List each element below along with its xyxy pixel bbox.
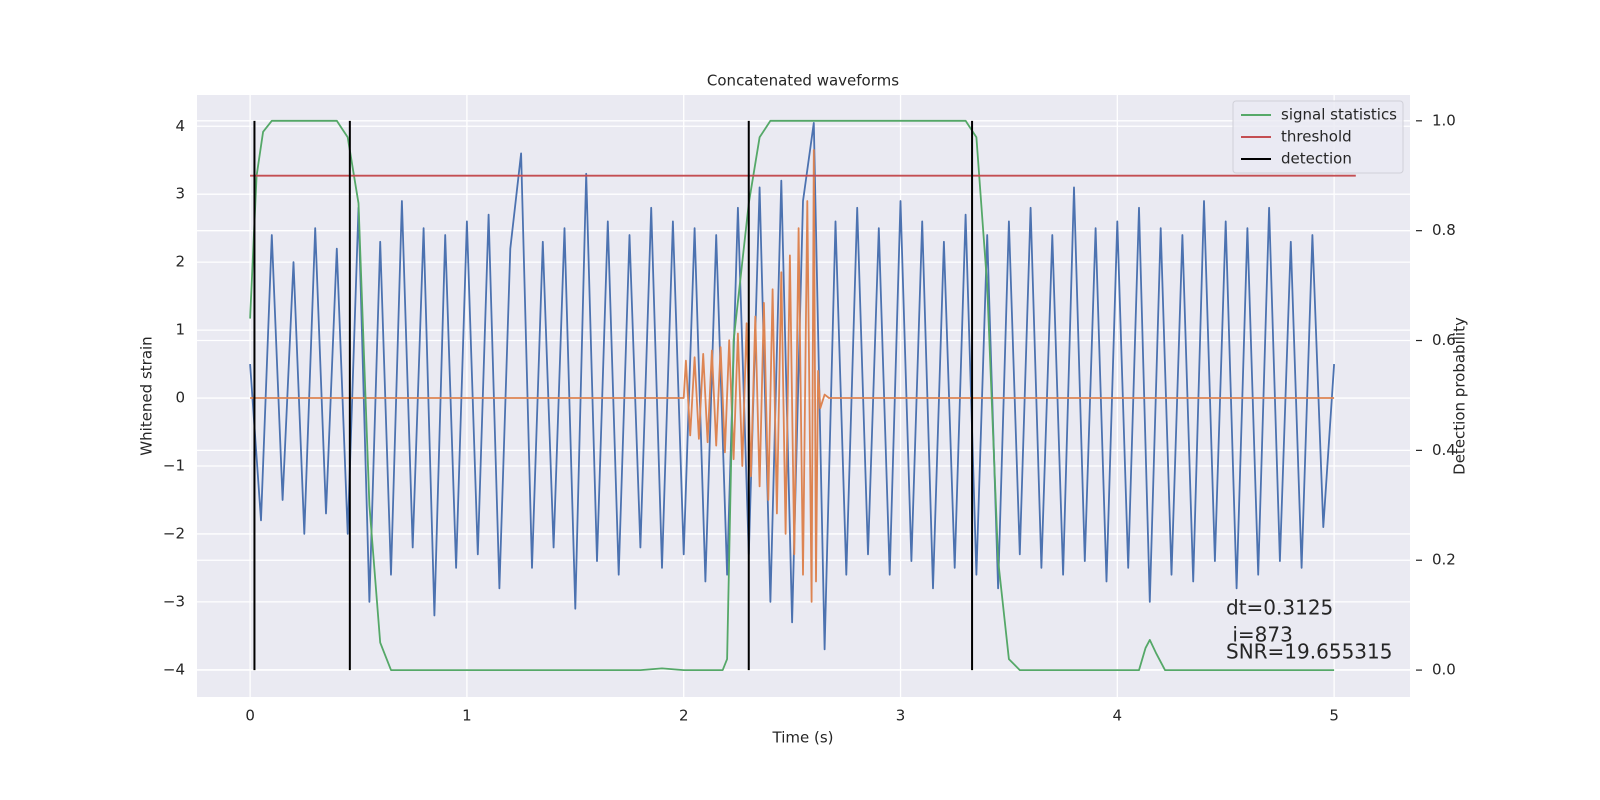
x-tick-label: 0	[245, 707, 255, 725]
y-tick-label: 3	[175, 185, 185, 203]
y-tick-label: 4	[175, 117, 185, 135]
annotation: dt=0.3125	[1226, 596, 1333, 620]
legend-label: threshold	[1281, 128, 1352, 146]
y-tick-label: 2	[175, 253, 185, 271]
annotation: SNR=19.655315	[1226, 640, 1392, 664]
series-line	[249, 119, 1335, 671]
series-line	[249, 122, 1335, 651]
x-tick-label: 4	[1113, 707, 1123, 725]
x-axis-label: Time (s)	[772, 729, 834, 747]
legend-label: detection	[1281, 150, 1352, 168]
labels: Concatenated waveforms Time (s) Whitened…	[138, 72, 1469, 747]
y-tick-label: −4	[163, 660, 185, 678]
marks	[249, 119, 1356, 671]
y-tick-label: 0	[175, 389, 185, 407]
y2-axis-label: Detection probability	[1451, 317, 1469, 475]
x-tick-label: 3	[896, 707, 906, 725]
chart-title: Concatenated waveforms	[707, 72, 899, 90]
y-tick-label: −1	[163, 456, 185, 474]
x-tick-label: 5	[1329, 707, 1339, 725]
y2-tick-label: 1.0	[1432, 111, 1456, 129]
x-tick-label: 1	[462, 707, 472, 725]
y2-tick-label: 0.2	[1432, 551, 1456, 569]
y-tick-label: 1	[175, 321, 185, 339]
y-tick-label: −3	[163, 592, 185, 610]
legend-box	[1232, 100, 1404, 174]
y2-tick-label: 0.8	[1432, 221, 1456, 239]
y-tick-label: −2	[163, 524, 185, 542]
y2-tick-label: 0.0	[1432, 661, 1456, 679]
y2-tick-label: 0.6	[1432, 331, 1456, 349]
x-tick-label: 2	[679, 707, 689, 725]
y2-tick-label: 0.4	[1432, 441, 1456, 459]
legend-label: signal statistics	[1281, 106, 1397, 124]
annotation: i=873	[1226, 623, 1293, 647]
series-line	[250, 149, 1335, 603]
y-axis-label: Whitened strain	[138, 336, 156, 455]
